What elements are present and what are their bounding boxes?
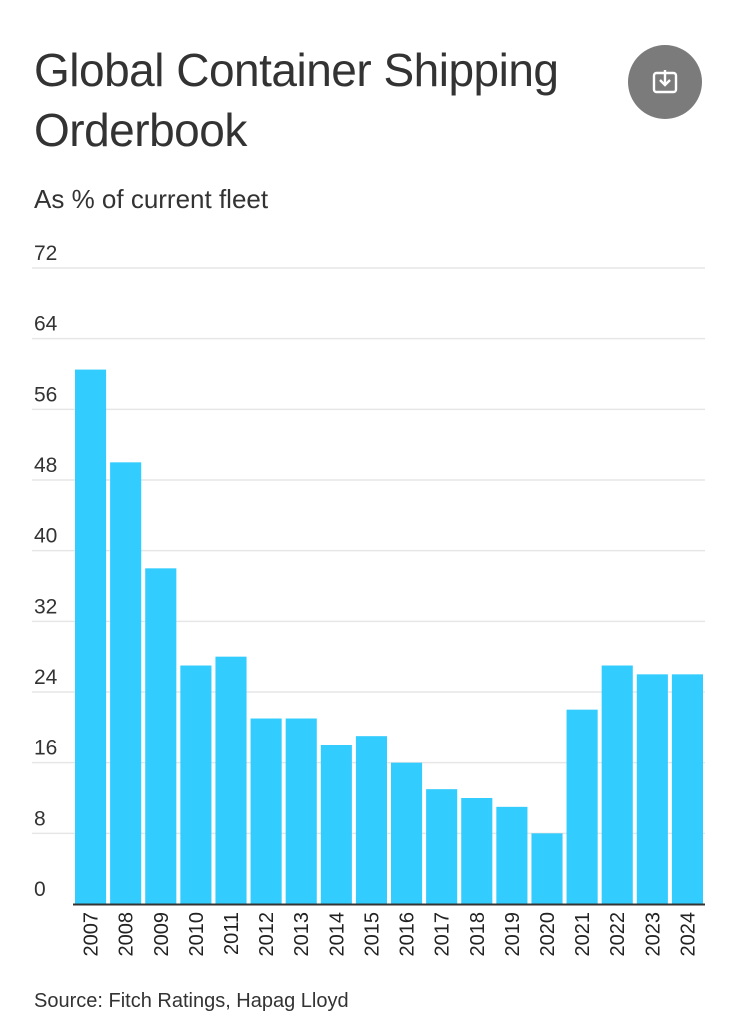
bar-2008 — [110, 462, 142, 904]
x-tick-label: 2009 — [151, 912, 173, 957]
chart-subtitle: As % of current fleet — [34, 184, 269, 214]
y-tick-label: 40 — [34, 525, 57, 548]
y-tick-label: 48 — [34, 454, 57, 477]
bar-2019 — [496, 806, 528, 904]
bar-2022 — [601, 665, 633, 904]
bar-2011 — [215, 656, 247, 904]
chart-title: Global Container Shipping Orderbook — [34, 44, 559, 156]
bars — [75, 369, 703, 904]
y-tick-label: 32 — [34, 595, 57, 618]
source-note: Source: Fitch Ratings, Hapag Lloyd — [34, 990, 349, 1012]
y-tick-label: 56 — [34, 383, 57, 406]
bar-2016 — [391, 762, 423, 904]
x-tick-label: 2016 — [397, 912, 419, 957]
x-tick-label: 2020 — [537, 912, 559, 957]
x-tick-label: 2018 — [467, 912, 489, 957]
bar-2010 — [180, 665, 212, 904]
bar-2017 — [426, 789, 458, 904]
y-tick-label: 64 — [34, 313, 58, 336]
bar-2018 — [461, 798, 493, 904]
bar-2021 — [566, 709, 598, 904]
y-axis-ticks: 0 8 16 24 32 40 48 56 64 72 — [34, 242, 58, 901]
bar-2012 — [250, 718, 282, 904]
bar-2007 — [75, 369, 107, 904]
download-icon — [652, 70, 678, 94]
x-tick-label: 2023 — [642, 912, 664, 957]
x-tick-label: 2013 — [291, 912, 313, 957]
y-tick-label: 0 — [34, 878, 46, 901]
bar-2024 — [671, 674, 703, 904]
x-tick-label: 2010 — [186, 912, 208, 957]
bar-2020 — [531, 833, 563, 904]
bar-2014 — [320, 745, 352, 904]
bar-2015 — [355, 736, 387, 904]
bar-2009 — [145, 568, 177, 904]
x-tick-label: 2022 — [607, 912, 629, 957]
y-tick-label: 16 — [34, 737, 57, 760]
download-button[interactable] — [628, 45, 702, 119]
x-tick-label: 2007 — [81, 912, 103, 957]
x-tick-label: 2019 — [502, 912, 524, 957]
x-tick-label: 2017 — [432, 912, 454, 957]
x-tick-label: 2021 — [572, 912, 594, 957]
x-tick-label: 2015 — [361, 912, 383, 957]
y-tick-label: 8 — [34, 807, 46, 830]
x-tick-label: 2011 — [221, 912, 243, 955]
x-tick-label: 2024 — [677, 912, 699, 957]
x-axis-labels: 2007 2008 2009 2010 2011 2012 2013 2014 2015 2016… — [81, 912, 700, 957]
bar-2023 — [636, 674, 668, 904]
bar-2013 — [285, 718, 317, 904]
y-tick-label: 24 — [34, 666, 58, 689]
x-tick-label: 2012 — [256, 912, 278, 957]
x-tick-label: 2008 — [116, 912, 138, 957]
y-tick-label: 72 — [34, 242, 57, 265]
x-tick-label: 2014 — [326, 912, 348, 957]
